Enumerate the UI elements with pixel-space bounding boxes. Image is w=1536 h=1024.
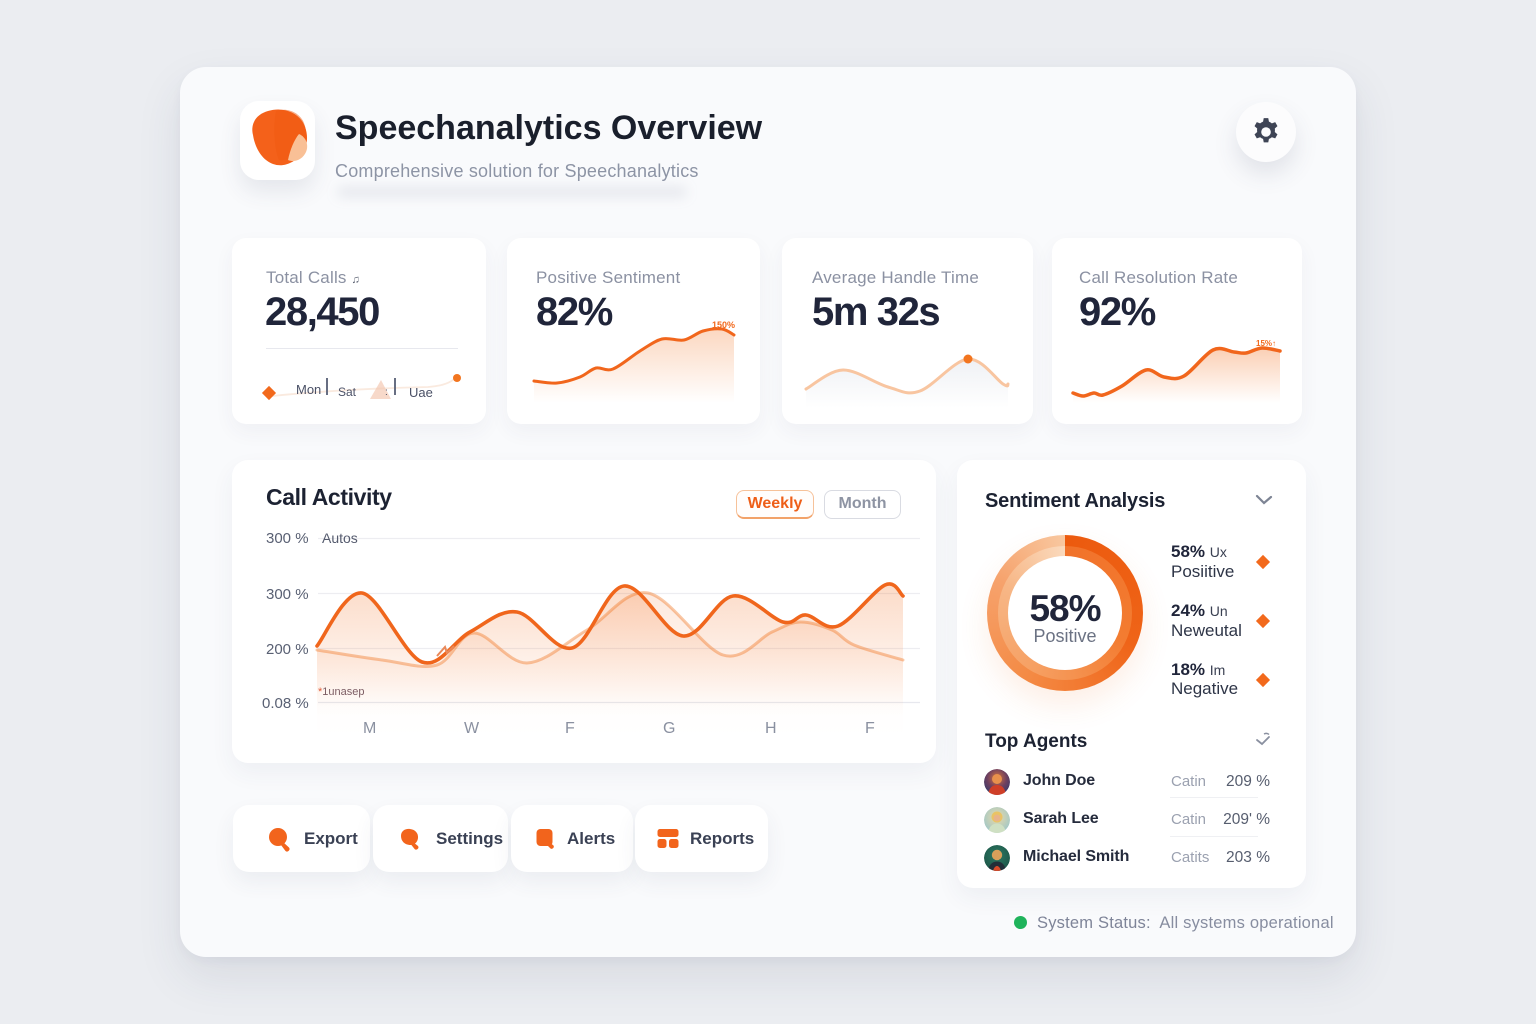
svg-text:15%↑: 15%↑	[1256, 339, 1276, 348]
svg-text:150%: 150%	[712, 320, 735, 330]
